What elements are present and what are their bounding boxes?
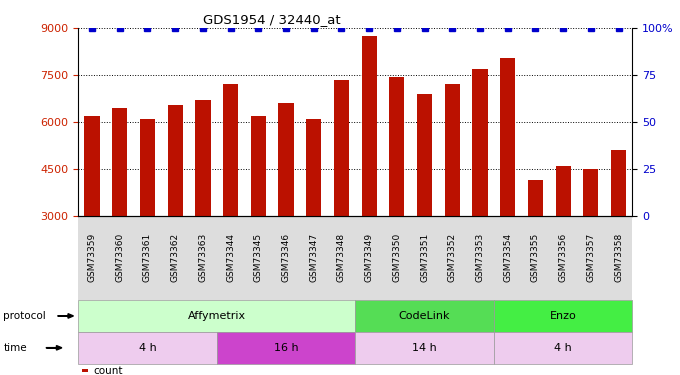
Bar [140,119,155,216]
Text: GSM73349: GSM73349 [364,233,373,282]
Text: GSM73354: GSM73354 [503,233,512,282]
Text: Affymetrix: Affymetrix [188,311,245,321]
Bar [611,150,626,216]
Bar [362,36,377,216]
Bar [195,100,211,216]
Text: count: count [94,366,123,375]
Text: 4 h: 4 h [139,343,156,353]
Bar [84,116,100,216]
Bar [500,58,515,216]
Text: 4 h: 4 h [554,343,572,353]
Bar [278,103,294,216]
Text: GSM73355: GSM73355 [531,233,540,282]
Bar [445,84,460,216]
Bar [334,80,349,216]
Bar [167,105,183,216]
Text: GSM73360: GSM73360 [116,233,124,282]
Text: CodeLink: CodeLink [399,311,450,321]
Text: GSM73356: GSM73356 [559,233,568,282]
Bar [528,180,543,216]
Bar [389,76,405,216]
Text: time: time [3,343,27,353]
Text: GSM73357: GSM73357 [586,233,595,282]
Text: GSM73350: GSM73350 [392,233,401,282]
Bar [556,166,571,216]
Text: GSM73361: GSM73361 [143,233,152,282]
Bar [251,116,266,216]
Text: GSM73348: GSM73348 [337,233,346,282]
Bar [417,94,432,216]
Bar [583,169,598,216]
Text: 16 h: 16 h [274,343,299,353]
Text: GSM73345: GSM73345 [254,233,262,282]
Text: GSM73352: GSM73352 [448,233,457,282]
Text: GDS1954 / 32440_at: GDS1954 / 32440_at [203,13,341,26]
Text: 14 h: 14 h [412,343,437,353]
Bar [473,69,488,216]
Text: GSM73351: GSM73351 [420,233,429,282]
Text: GSM73363: GSM73363 [199,233,207,282]
Text: GSM73359: GSM73359 [88,233,97,282]
Bar [223,84,238,216]
Bar [306,119,322,216]
Text: GSM73353: GSM73353 [475,233,484,282]
Text: GSM73358: GSM73358 [614,233,623,282]
Text: Enzo: Enzo [549,311,577,321]
Text: GSM73346: GSM73346 [282,233,290,282]
Text: GSM73362: GSM73362 [171,233,180,282]
Text: protocol: protocol [3,311,46,321]
Bar [112,108,127,216]
Text: GSM73347: GSM73347 [309,233,318,282]
Text: GSM73344: GSM73344 [226,233,235,282]
